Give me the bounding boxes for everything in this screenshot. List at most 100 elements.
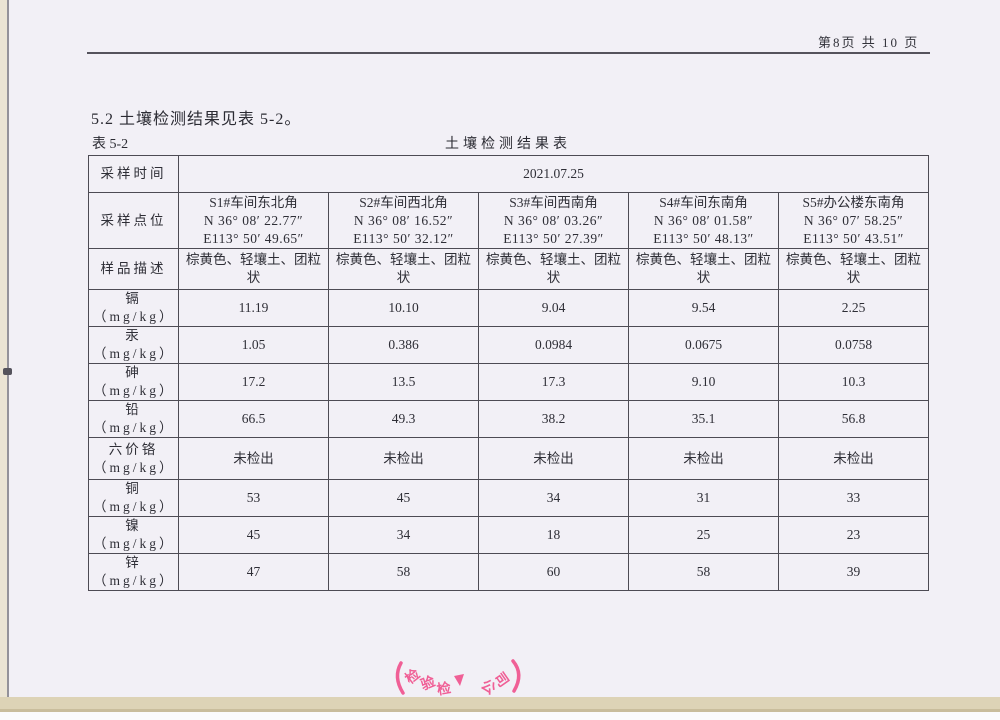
- value-cell: 58: [628, 553, 779, 591]
- value-cell: 47: [178, 553, 329, 591]
- point-lon: E113° 50′ 27.39″: [503, 230, 604, 246]
- table-row-mercury: 汞（mg/kg） 1.05 0.386 0.0984 0.0675 0.0758: [88, 326, 930, 364]
- row-label-sampling-points: 采样点位: [88, 192, 179, 249]
- svg-text:检: 检: [436, 679, 453, 698]
- value-cell: 9.04: [478, 289, 629, 327]
- value-cell: 17.2: [178, 363, 329, 401]
- row-label-sampling-time: 采样时间: [88, 155, 179, 193]
- row-label-hexavalent-chromium: 六价铬 （mg/kg）: [88, 437, 179, 480]
- sample-desc-cell: 棕黄色、轻壤土、团粒状: [178, 248, 329, 290]
- value-cell: 0.386: [328, 326, 479, 364]
- value-cell: 45: [178, 516, 329, 554]
- point-lat: N 36° 08′ 01.58″: [653, 212, 754, 228]
- page-bottom-edge-shadow: [0, 709, 1000, 712]
- sample-desc-cell: 棕黄色、轻壤土、团粒状: [478, 248, 629, 290]
- sample-desc-cell: 棕黄色、轻壤土、团粒状: [628, 248, 779, 290]
- sample-desc-cell: 棕黄色、轻壤土、团粒状: [328, 248, 479, 290]
- value-cell: 34: [328, 516, 479, 554]
- point-lat: N 36° 08′ 22.77″: [203, 212, 304, 228]
- value-cell: 34: [478, 479, 629, 517]
- point-lon: E113° 50′ 49.65″: [203, 230, 304, 246]
- point-name: S3#车间西南角: [509, 194, 598, 210]
- binding-mark: [3, 368, 12, 375]
- value-cell: 未检出: [777, 437, 930, 480]
- table-row-sample-description: 样品描述 棕黄色、轻壤土、团粒状 棕黄色、轻壤土、团粒状 棕黄色、轻壤土、团粒状…: [88, 248, 930, 290]
- value-cell: 9.54: [628, 289, 779, 327]
- point-name: S1#车间东北角: [209, 194, 298, 210]
- soil-results-table: 采样时间 2021.07.25 采样点位 S1#车间东北角 N 36° 08′ …: [88, 155, 930, 591]
- table-row-hexavalent-chromium: 六价铬 （mg/kg） 未检出 未检出 未检出 未检出 未检出: [88, 437, 930, 480]
- value-cell: 10.3: [777, 363, 930, 401]
- point-lat: N 36° 08′ 16.52″: [353, 212, 454, 228]
- sampling-point-cell: S2#车间西北角 N 36° 08′ 16.52″ E113° 50′ 32.1…: [328, 192, 479, 249]
- value-cell: 39: [777, 553, 930, 591]
- point-lat: N 36° 07′ 58.25″: [803, 212, 904, 228]
- scanner-background: [0, 712, 1000, 720]
- page-bottom-edge: [0, 697, 1000, 712]
- row-label-nickel: 镍（mg/kg）: [88, 516, 179, 554]
- row-label-arsenic: 砷（mg/kg）: [88, 363, 179, 401]
- section-title: 5.2 土壤检测结果见表 5-2。: [91, 111, 302, 128]
- value-cell: 23: [777, 516, 930, 554]
- value-cell: 58: [328, 553, 479, 591]
- value-cell: 11.19: [178, 289, 329, 327]
- value-cell: 66.5: [178, 400, 329, 438]
- header-divider: [87, 52, 930, 54]
- row-label-cadmium: 镉（mg/kg）: [88, 289, 179, 327]
- seal-star-tip: [454, 674, 464, 686]
- point-lat: N 36° 08′ 03.26″: [503, 212, 604, 228]
- table-row-zinc: 锌（mg/kg） 47 58 60 58 39: [88, 553, 930, 591]
- point-lon: E113° 50′ 43.51″: [803, 230, 904, 246]
- value-cell: 0.0984: [478, 326, 629, 364]
- value-cell: 10.10: [328, 289, 479, 327]
- table-row-copper: 铜（mg/kg） 53 45 34 31 33: [88, 479, 930, 517]
- table-number: 表 5-2: [92, 137, 129, 152]
- value-cell: 35.1: [628, 400, 779, 438]
- value-cell: 未检出: [478, 437, 629, 480]
- point-name: S5#办公楼东南角: [802, 194, 905, 210]
- value-cell: 13.5: [328, 363, 479, 401]
- value-cell: 未检出: [328, 437, 479, 480]
- sampling-point-cell: S4#车间东南角 N 36° 08′ 01.58″ E113° 50′ 48.1…: [628, 192, 779, 249]
- value-cell: 33: [777, 479, 930, 517]
- row-label-lead: 铅（mg/kg）: [88, 400, 179, 438]
- value-cell: 9.10: [628, 363, 779, 401]
- value-cell: 45: [328, 479, 479, 517]
- value-cell: 56.8: [777, 400, 930, 438]
- table-caption-row: 表 5-2 土壤检测结果表: [88, 133, 928, 153]
- value-cell: 未检出: [178, 437, 329, 480]
- page-number: 第8页 共 10 页: [818, 35, 920, 50]
- table-row-arsenic: 砷（mg/kg） 17.2 13.5 17.3 9.10 10.3: [88, 363, 930, 401]
- row-label-copper: 铜（mg/kg）: [88, 479, 179, 517]
- row-label-sample-description: 样品描述: [88, 248, 179, 290]
- value-cell: 49.3: [328, 400, 479, 438]
- row-label-mercury: 汞（mg/kg）: [88, 326, 179, 364]
- point-lon: E113° 50′ 48.13″: [653, 230, 754, 246]
- point-name: S4#车间东南角: [659, 194, 748, 210]
- row-label-zinc: 锌（mg/kg）: [88, 553, 179, 591]
- point-lon: E113° 50′ 32.12″: [353, 230, 454, 246]
- value-cell: 0.0675: [628, 326, 779, 364]
- point-name: S2#车间西北角: [359, 194, 448, 210]
- sampling-point-cell: S5#办公楼东南角 N 36° 07′ 58.25″ E113° 50′ 43.…: [777, 192, 930, 249]
- table-row-cadmium: 镉（mg/kg） 11.19 10.10 9.04 9.54 2.25: [88, 289, 930, 327]
- red-seal-partial: 检 验 检 公 司: [395, 659, 521, 698]
- value-cell: 2.25: [777, 289, 930, 327]
- table-row-sampling-points: 采样点位 S1#车间东北角 N 36° 08′ 22.77″ E113° 50′…: [88, 192, 930, 249]
- sampling-point-cell: S1#车间东北角 N 36° 08′ 22.77″ E113° 50′ 49.6…: [178, 192, 329, 249]
- value-cell: 1.05: [178, 326, 329, 364]
- seal-left-arc: [395, 661, 405, 695]
- value-cell: 17.3: [478, 363, 629, 401]
- value-cell: 25: [628, 516, 779, 554]
- sampling-time-value: 2021.07.25: [177, 155, 930, 193]
- sampling-point-cell: S3#车间西南角 N 36° 08′ 03.26″ E113° 50′ 27.3…: [478, 192, 629, 249]
- table-title: 土壤检测结果表: [445, 137, 571, 152]
- value-cell: 31: [628, 479, 779, 517]
- value-cell: 53: [178, 479, 329, 517]
- table-row-sampling-time: 采样时间 2021.07.25: [88, 155, 930, 193]
- value-cell: 18: [478, 516, 629, 554]
- seal-right-arc: [511, 659, 521, 693]
- value-cell: 0.0758: [777, 326, 930, 364]
- page-left-edge-line: [7, 0, 9, 697]
- value-cell: 60: [478, 553, 629, 591]
